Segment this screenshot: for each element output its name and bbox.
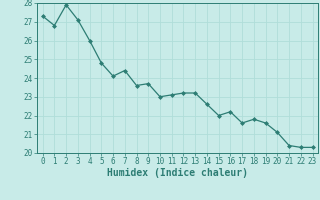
X-axis label: Humidex (Indice chaleur): Humidex (Indice chaleur) <box>107 168 248 178</box>
